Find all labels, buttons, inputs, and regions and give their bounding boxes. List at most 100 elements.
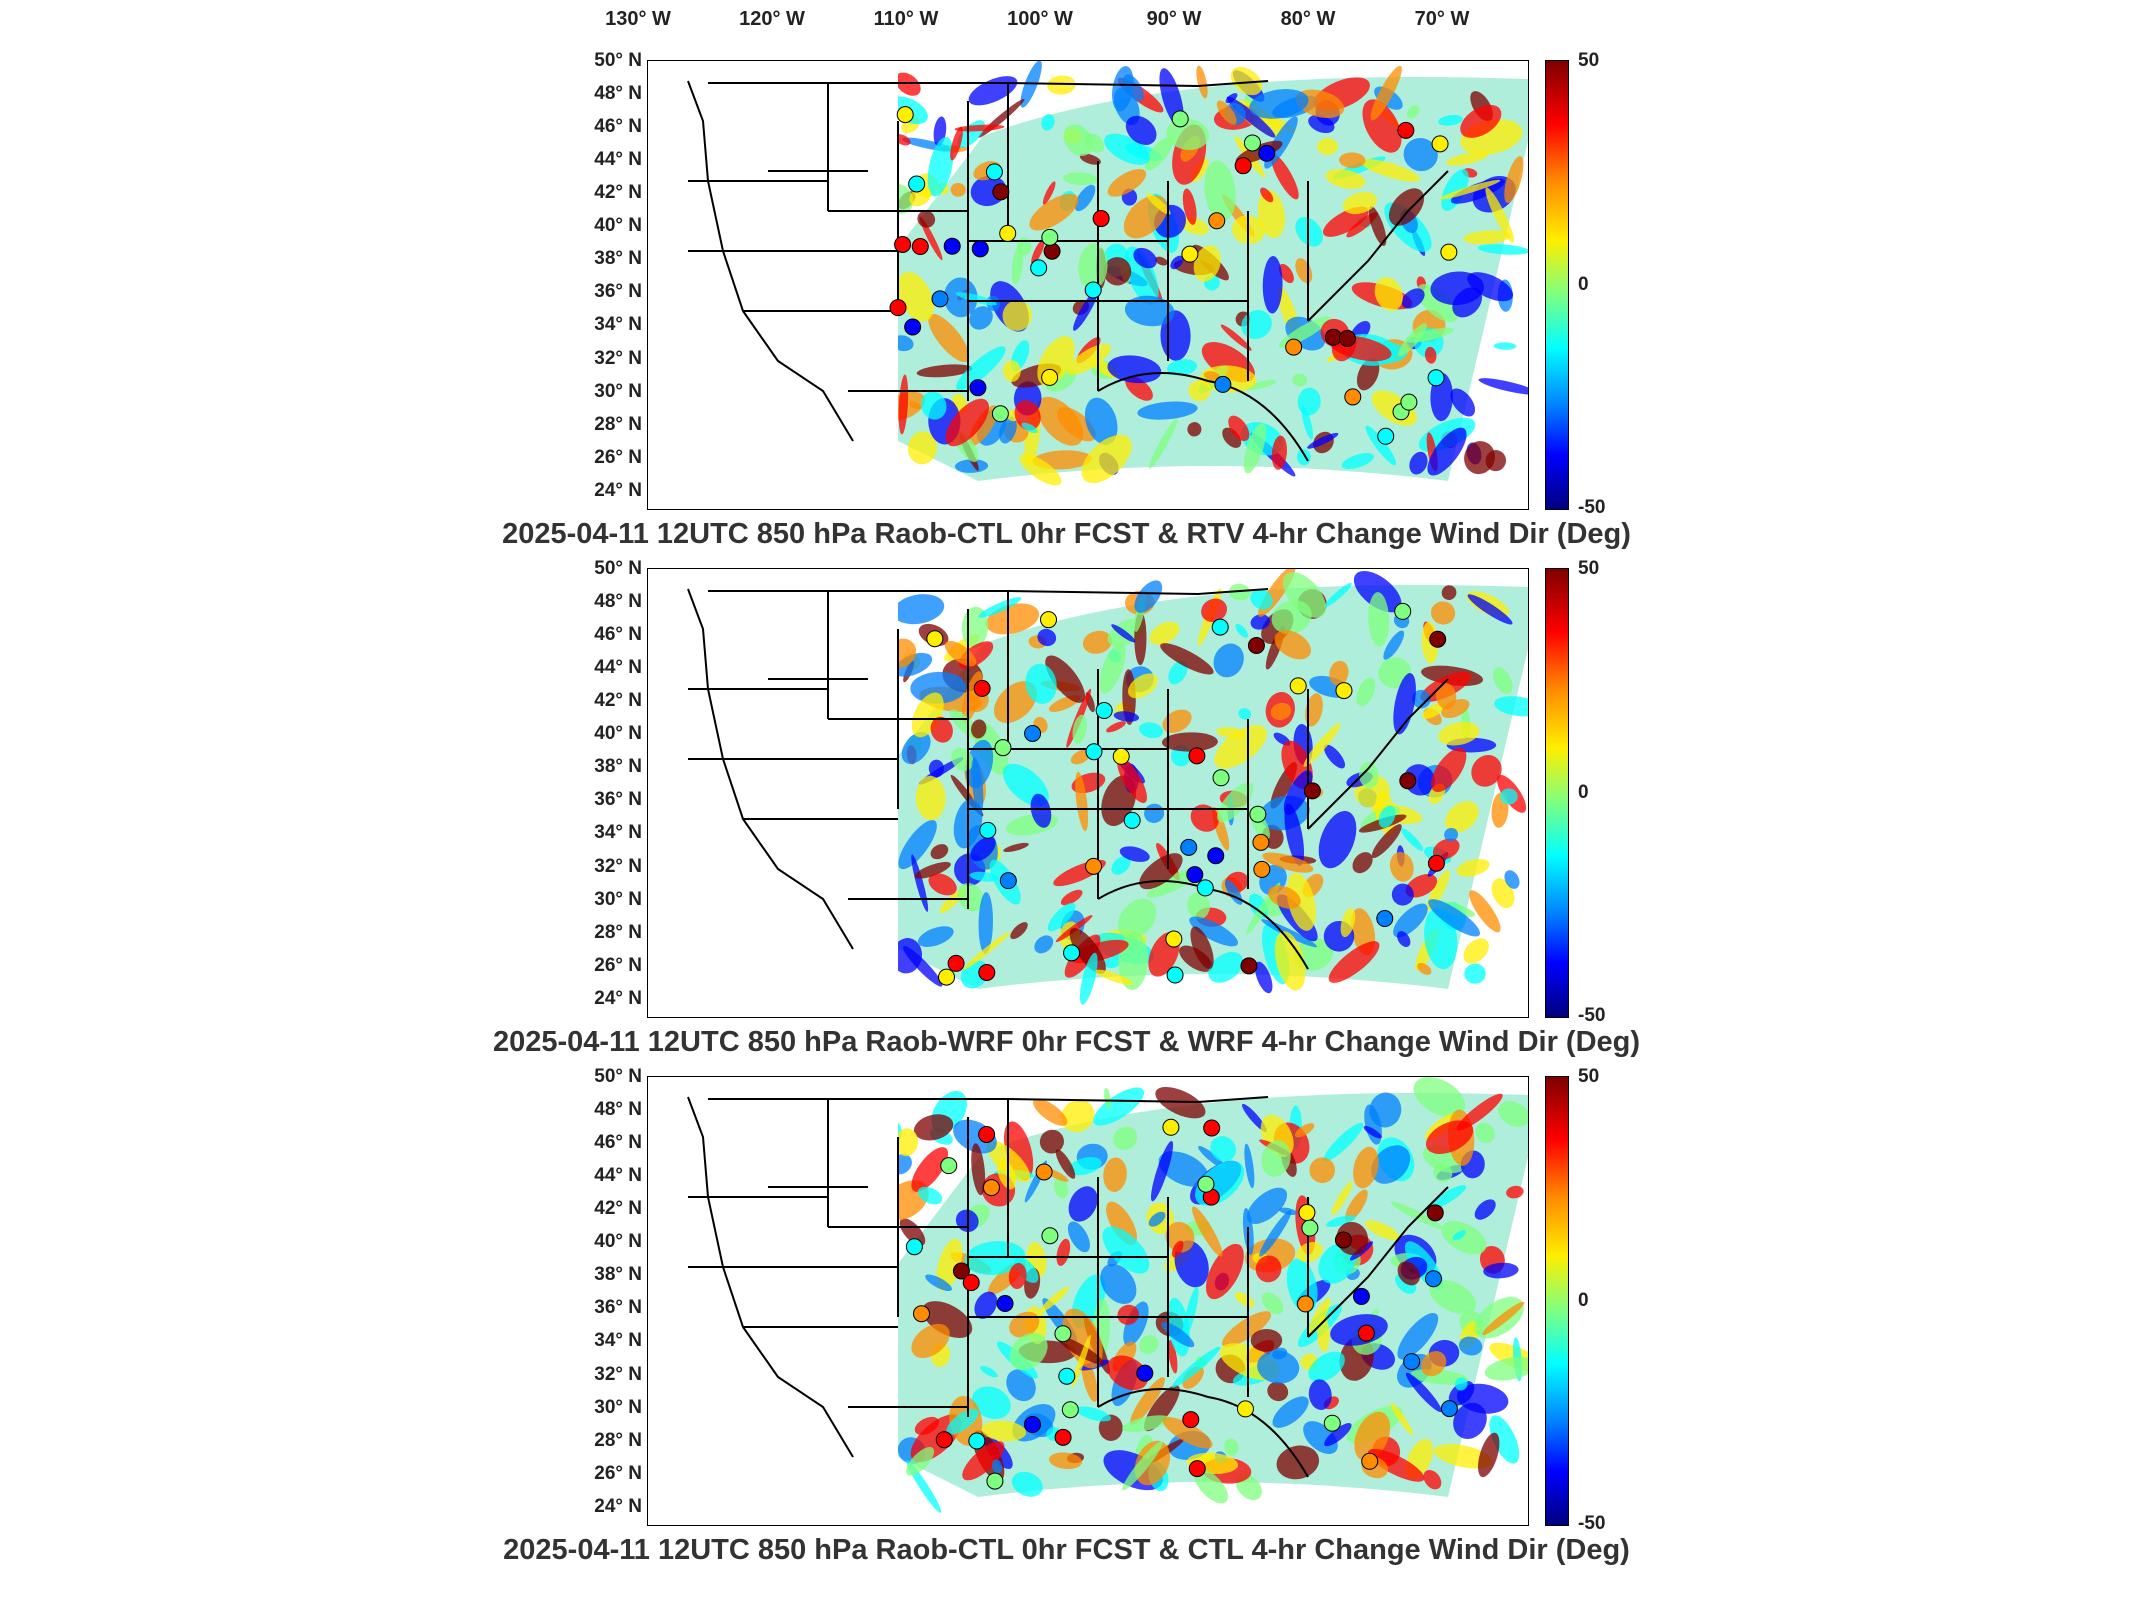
lat-label: 28° N <box>594 921 642 943</box>
raob-station-marker <box>1084 281 1102 299</box>
lon-label: 70° W <box>1414 8 1470 30</box>
raob-station-marker <box>1123 811 1141 829</box>
lon-label: 90° W <box>1146 8 1202 30</box>
raob-station-marker <box>1234 157 1252 175</box>
lat-label: 30° N <box>594 888 642 910</box>
raob-station-marker <box>1212 769 1230 787</box>
raob-station-marker <box>1188 747 1206 765</box>
raob-station-marker <box>1171 110 1189 128</box>
lat-label: 42° N <box>594 182 642 204</box>
raob-station-marker <box>1429 630 1447 648</box>
lon-label: 100° W <box>1007 8 1073 30</box>
colorbar-min-label: -50 <box>1578 497 1606 518</box>
raob-station-marker <box>943 237 961 255</box>
raob-station-marker <box>996 1295 1014 1313</box>
colorbar-max-label: 50 <box>1578 50 1600 71</box>
lat-label: 24° N <box>594 987 642 1009</box>
colorbar-mid-label: 0 <box>1578 782 1589 803</box>
raob-station-marker <box>1253 860 1271 878</box>
lat-label: 24° N <box>594 479 642 501</box>
raob-station-marker <box>1085 743 1103 761</box>
raob-station-marker <box>1063 944 1081 962</box>
lat-label: 32° N <box>594 855 642 877</box>
raob-station-marker <box>931 290 949 308</box>
lat-label: 48° N <box>594 1099 642 1121</box>
raob-station-marker <box>1296 1295 1314 1313</box>
longitude-axis: 130° W 120° W 110° W 100° W 90° W 80° W … <box>0 8 2133 36</box>
lat-label: 36° N <box>594 789 642 811</box>
map-plot <box>647 1076 1529 1526</box>
raob-station-marker <box>1061 1401 1079 1419</box>
raob-station-marker <box>999 224 1017 242</box>
raob-station-marker <box>978 1125 996 1143</box>
raob-station-marker <box>1236 1400 1254 1418</box>
map-plot <box>647 568 1529 1018</box>
raob-station-marker <box>1054 1325 1072 1343</box>
raob-station-marker <box>1352 1287 1370 1305</box>
raob-station-marker <box>979 821 997 839</box>
raob-station-marker <box>1334 1231 1352 1249</box>
colorbar-mid-label: 0 <box>1578 274 1589 295</box>
lat-label: 50° N <box>594 50 642 71</box>
raob-station-marker <box>1024 724 1042 742</box>
raob-station-marker <box>1303 782 1321 800</box>
lat-label: 38° N <box>594 248 642 270</box>
lat-label: 34° N <box>594 314 642 336</box>
raob-station-marker <box>1024 1416 1042 1434</box>
state-boundaries <box>687 80 1449 462</box>
raob-station-markers <box>889 106 1458 445</box>
colorbar-min-label: -50 <box>1578 1513 1606 1534</box>
lat-label: 40° N <box>594 723 642 745</box>
map-svg <box>648 61 1528 509</box>
raob-station-marker <box>1208 212 1226 230</box>
raob-station-marker <box>889 299 907 317</box>
lat-label: 44° N <box>594 149 642 171</box>
lat-label: 46° N <box>594 1132 642 1154</box>
raob-station-marker <box>1041 1227 1059 1245</box>
raob-station-marker <box>1188 1460 1206 1478</box>
raob-station-marker <box>1440 1400 1458 1418</box>
raob-station-marker <box>1085 857 1103 875</box>
raob-station-marker <box>994 739 1012 757</box>
raob-station-marker <box>1043 242 1061 260</box>
raob-station-marker <box>1196 879 1214 897</box>
raob-station-marker <box>973 679 991 697</box>
lat-label: 42° N <box>594 690 642 712</box>
raob-station-marker <box>1041 228 1059 246</box>
raob-station-marker <box>1186 866 1204 884</box>
raob-station-marker <box>1207 847 1225 865</box>
lat-label: 30° N <box>594 380 642 402</box>
raob-station-marker <box>1400 393 1418 411</box>
raob-station-marker <box>1165 930 1183 948</box>
lon-label: 120° W <box>739 8 805 30</box>
raob-station-marker <box>1377 427 1395 445</box>
raob-station-marker <box>1197 1175 1215 1193</box>
raob-station-marker <box>1166 966 1184 984</box>
raob-station-marker <box>1323 1414 1341 1432</box>
lon-label: 130° W <box>605 8 671 30</box>
raob-station-marker <box>1162 1118 1180 1136</box>
raob-station-marker <box>1095 702 1113 720</box>
lat-label: 36° N <box>594 281 642 303</box>
panel-title: 2025-04-11 12UTC 850 hPa Raob-CTL 0hr FC… <box>502 518 1631 550</box>
raob-station-marker <box>1285 338 1303 356</box>
raob-station-marker <box>911 238 929 256</box>
raob-station-marker <box>1394 602 1412 620</box>
raob-station-marker <box>1240 957 1258 975</box>
raob-station-marker <box>1298 1204 1316 1222</box>
raob-station-marker <box>1361 1452 1379 1470</box>
raob-station-marker <box>1030 259 1048 277</box>
map-panel-wrf: 50° N 48° N 46° N 44° N 42° N 40° N 38° N 36° N… <box>0 558 2133 1068</box>
raob-station-marker <box>1203 1119 1221 1137</box>
lat-label: 46° N <box>594 116 642 138</box>
lat-label: 50° N <box>594 558 642 579</box>
raob-station-marker <box>1357 1324 1375 1342</box>
outside-domain <box>648 61 898 509</box>
lat-label: 44° N <box>594 657 642 679</box>
raob-station-marker <box>1211 618 1229 636</box>
raob-station-markers <box>926 602 1447 986</box>
lat-label: 48° N <box>594 591 642 613</box>
raob-station-marker <box>986 1472 1004 1490</box>
raob-station-marker <box>991 405 1009 423</box>
